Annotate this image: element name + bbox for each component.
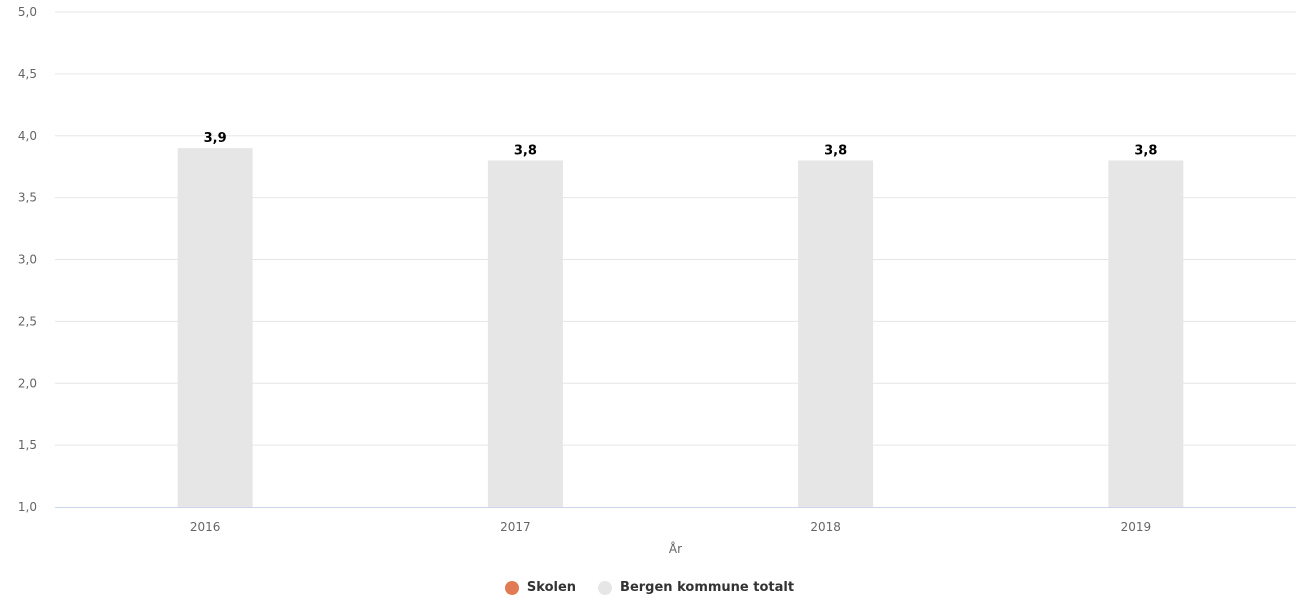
y-tick-label: 2,0	[18, 376, 37, 390]
x-tick-label: 2018	[810, 520, 841, 534]
bar-2017[interactable]	[487, 160, 563, 508]
data-label-2019: 3,8	[1134, 144, 1157, 159]
legend: Skolen Bergen kommune totalt	[0, 580, 1299, 595]
legend-label-bergen: Bergen kommune totalt	[620, 580, 795, 595]
y-tick-label: 1,5	[18, 438, 37, 452]
y-tick-label: 4,0	[18, 129, 37, 143]
y-tick-label: 5,0	[18, 5, 37, 19]
legend-item-skolen[interactable]: Skolen	[504, 580, 577, 595]
data-labels: 3,9 3,8 3,8 3,8	[204, 131, 1158, 158]
legend-swatch-skolen	[504, 580, 519, 595]
bar-chart: 1,0 1,5 2,0 2,5 3,0 3,5 4,0 4,5 5,0 3,9 3,8 3,8 3,8…	[18, 5, 1296, 556]
x-tick-label: 2016	[190, 520, 221, 534]
data-label-2018: 3,8	[824, 144, 847, 159]
bar-2019[interactable]	[1108, 160, 1184, 508]
bar-2016[interactable]	[177, 148, 253, 507]
data-label-2016: 3,9	[204, 131, 227, 146]
x-axis-ticks: 2016 2017 2018 2019	[190, 520, 1151, 534]
y-axis-ticks: 1,0 1,5 2,0 2,5 3,0 3,5 4,0 4,5 5,0	[18, 5, 37, 514]
y-tick-label: 4,5	[18, 67, 37, 81]
y-tick-label: 1,0	[18, 500, 37, 514]
bars	[177, 148, 1184, 508]
x-axis-title: År	[669, 541, 682, 556]
data-label-2017: 3,8	[514, 144, 537, 159]
gridlines	[55, 11, 1296, 446]
legend-label-skolen: Skolen	[526, 580, 577, 595]
x-tick-label: 2017	[500, 520, 531, 534]
y-tick-label: 3,0	[18, 253, 37, 267]
x-tick-label: 2019	[1121, 520, 1152, 534]
bar-2018[interactable]	[798, 160, 874, 508]
y-tick-label: 2,5	[18, 314, 37, 328]
legend-swatch-bergen	[598, 580, 613, 595]
legend-item-bergen[interactable]: Bergen kommune totalt	[598, 580, 794, 595]
y-tick-label: 3,5	[18, 191, 37, 205]
